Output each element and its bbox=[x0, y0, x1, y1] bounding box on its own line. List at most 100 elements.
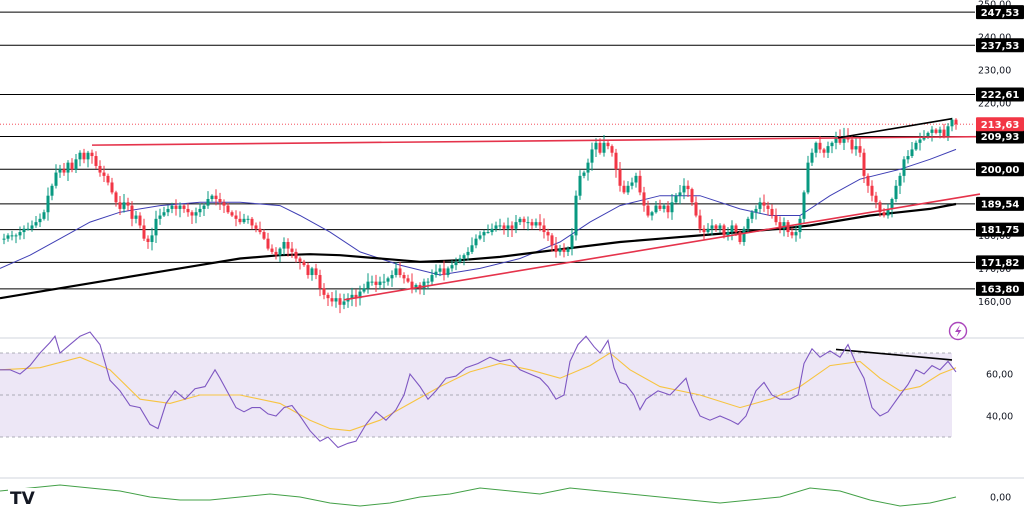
candle bbox=[606, 139, 610, 150]
level-badge-bg bbox=[976, 281, 1024, 296]
candle bbox=[42, 209, 46, 221]
candle-body bbox=[282, 241, 286, 249]
red-trendline[interactable] bbox=[343, 193, 981, 301]
candle bbox=[182, 204, 186, 213]
candle-body bbox=[550, 235, 554, 246]
candle bbox=[822, 147, 826, 158]
level-badge-bg bbox=[976, 129, 1024, 144]
candle bbox=[86, 150, 90, 168]
candle-body bbox=[566, 248, 570, 252]
candle bbox=[538, 214, 542, 232]
candle bbox=[582, 170, 586, 179]
tradingview-logo[interactable]: TV bbox=[8, 488, 38, 509]
candle-body bbox=[534, 222, 538, 226]
candle-body bbox=[714, 225, 718, 229]
candle-body bbox=[746, 218, 750, 229]
black-trendline[interactable] bbox=[837, 117, 953, 139]
candle-body bbox=[230, 212, 234, 216]
candle bbox=[626, 181, 630, 195]
candle bbox=[254, 222, 258, 233]
candle-body bbox=[34, 222, 38, 226]
rsi-tick-label: 60,00 bbox=[986, 370, 1013, 381]
candle bbox=[774, 208, 778, 226]
candle-body bbox=[654, 205, 658, 213]
candle bbox=[866, 173, 870, 193]
candle-body bbox=[302, 261, 306, 266]
candle bbox=[650, 210, 654, 221]
candle bbox=[858, 138, 862, 158]
candle bbox=[682, 178, 686, 200]
candle bbox=[862, 148, 866, 183]
candle-body bbox=[370, 281, 374, 283]
candle bbox=[114, 190, 118, 207]
red-trendline[interactable] bbox=[91, 135, 1024, 146]
candle bbox=[370, 275, 374, 286]
candle bbox=[798, 216, 802, 239]
candle-body bbox=[158, 215, 162, 219]
candle-body bbox=[506, 225, 510, 229]
candle-body bbox=[242, 218, 246, 223]
candle-body bbox=[542, 225, 546, 233]
candle-body bbox=[934, 129, 938, 133]
level-badge-bg bbox=[976, 196, 1024, 211]
candle bbox=[602, 135, 606, 157]
candle bbox=[482, 229, 486, 242]
candle-body bbox=[770, 208, 774, 216]
candle-body bbox=[170, 205, 174, 209]
candle bbox=[494, 221, 498, 232]
candle-body bbox=[150, 235, 154, 242]
candle-body bbox=[382, 281, 386, 283]
candle-body bbox=[602, 142, 606, 153]
candle-body bbox=[886, 208, 890, 216]
trendlines[interactable] bbox=[91, 117, 1024, 361]
candle-body bbox=[546, 232, 550, 236]
candle bbox=[826, 141, 830, 159]
candle bbox=[730, 220, 734, 241]
candle-body bbox=[862, 152, 866, 176]
candle bbox=[134, 210, 138, 224]
candle-body bbox=[726, 232, 730, 236]
candle bbox=[98, 160, 102, 177]
candle bbox=[534, 218, 538, 228]
moving-averages bbox=[0, 148, 957, 300]
candle bbox=[202, 203, 206, 217]
candle bbox=[574, 190, 578, 241]
current-price-label: 213,63 bbox=[981, 120, 1020, 131]
candle bbox=[498, 218, 502, 231]
candle bbox=[530, 218, 534, 230]
candle bbox=[130, 201, 134, 227]
level-badge: 181,75 bbox=[976, 222, 1024, 237]
candle bbox=[274, 247, 278, 260]
candle bbox=[890, 197, 894, 218]
candle-body bbox=[562, 248, 566, 252]
candle bbox=[430, 269, 434, 286]
lightning-bolt-icon[interactable] bbox=[948, 321, 968, 341]
candle-body bbox=[634, 175, 638, 183]
candle-body bbox=[662, 205, 666, 209]
candle bbox=[618, 162, 622, 192]
candle-body bbox=[326, 294, 330, 299]
candle-body bbox=[590, 149, 594, 163]
rsi-divergence-line[interactable] bbox=[835, 348, 953, 361]
candle-body bbox=[646, 205, 650, 216]
candle-body bbox=[50, 185, 54, 196]
candle-body bbox=[206, 199, 210, 206]
candle-body bbox=[802, 192, 806, 219]
level-badge: 237,53 bbox=[976, 38, 1024, 53]
rsi-tick-label: 40,00 bbox=[986, 412, 1013, 423]
price-tick-label: 160,00 bbox=[978, 297, 1011, 308]
oscillator-line bbox=[0, 484, 957, 507]
candle-body bbox=[114, 192, 118, 203]
candle-body bbox=[290, 248, 294, 252]
candle-body bbox=[2, 238, 6, 240]
candle-body bbox=[362, 288, 366, 292]
candle bbox=[634, 172, 638, 188]
candle-body bbox=[818, 142, 822, 150]
candle bbox=[706, 223, 710, 235]
candle-body bbox=[618, 169, 622, 186]
candle bbox=[546, 228, 550, 241]
candle-body bbox=[822, 149, 826, 153]
candle-body bbox=[478, 235, 482, 239]
